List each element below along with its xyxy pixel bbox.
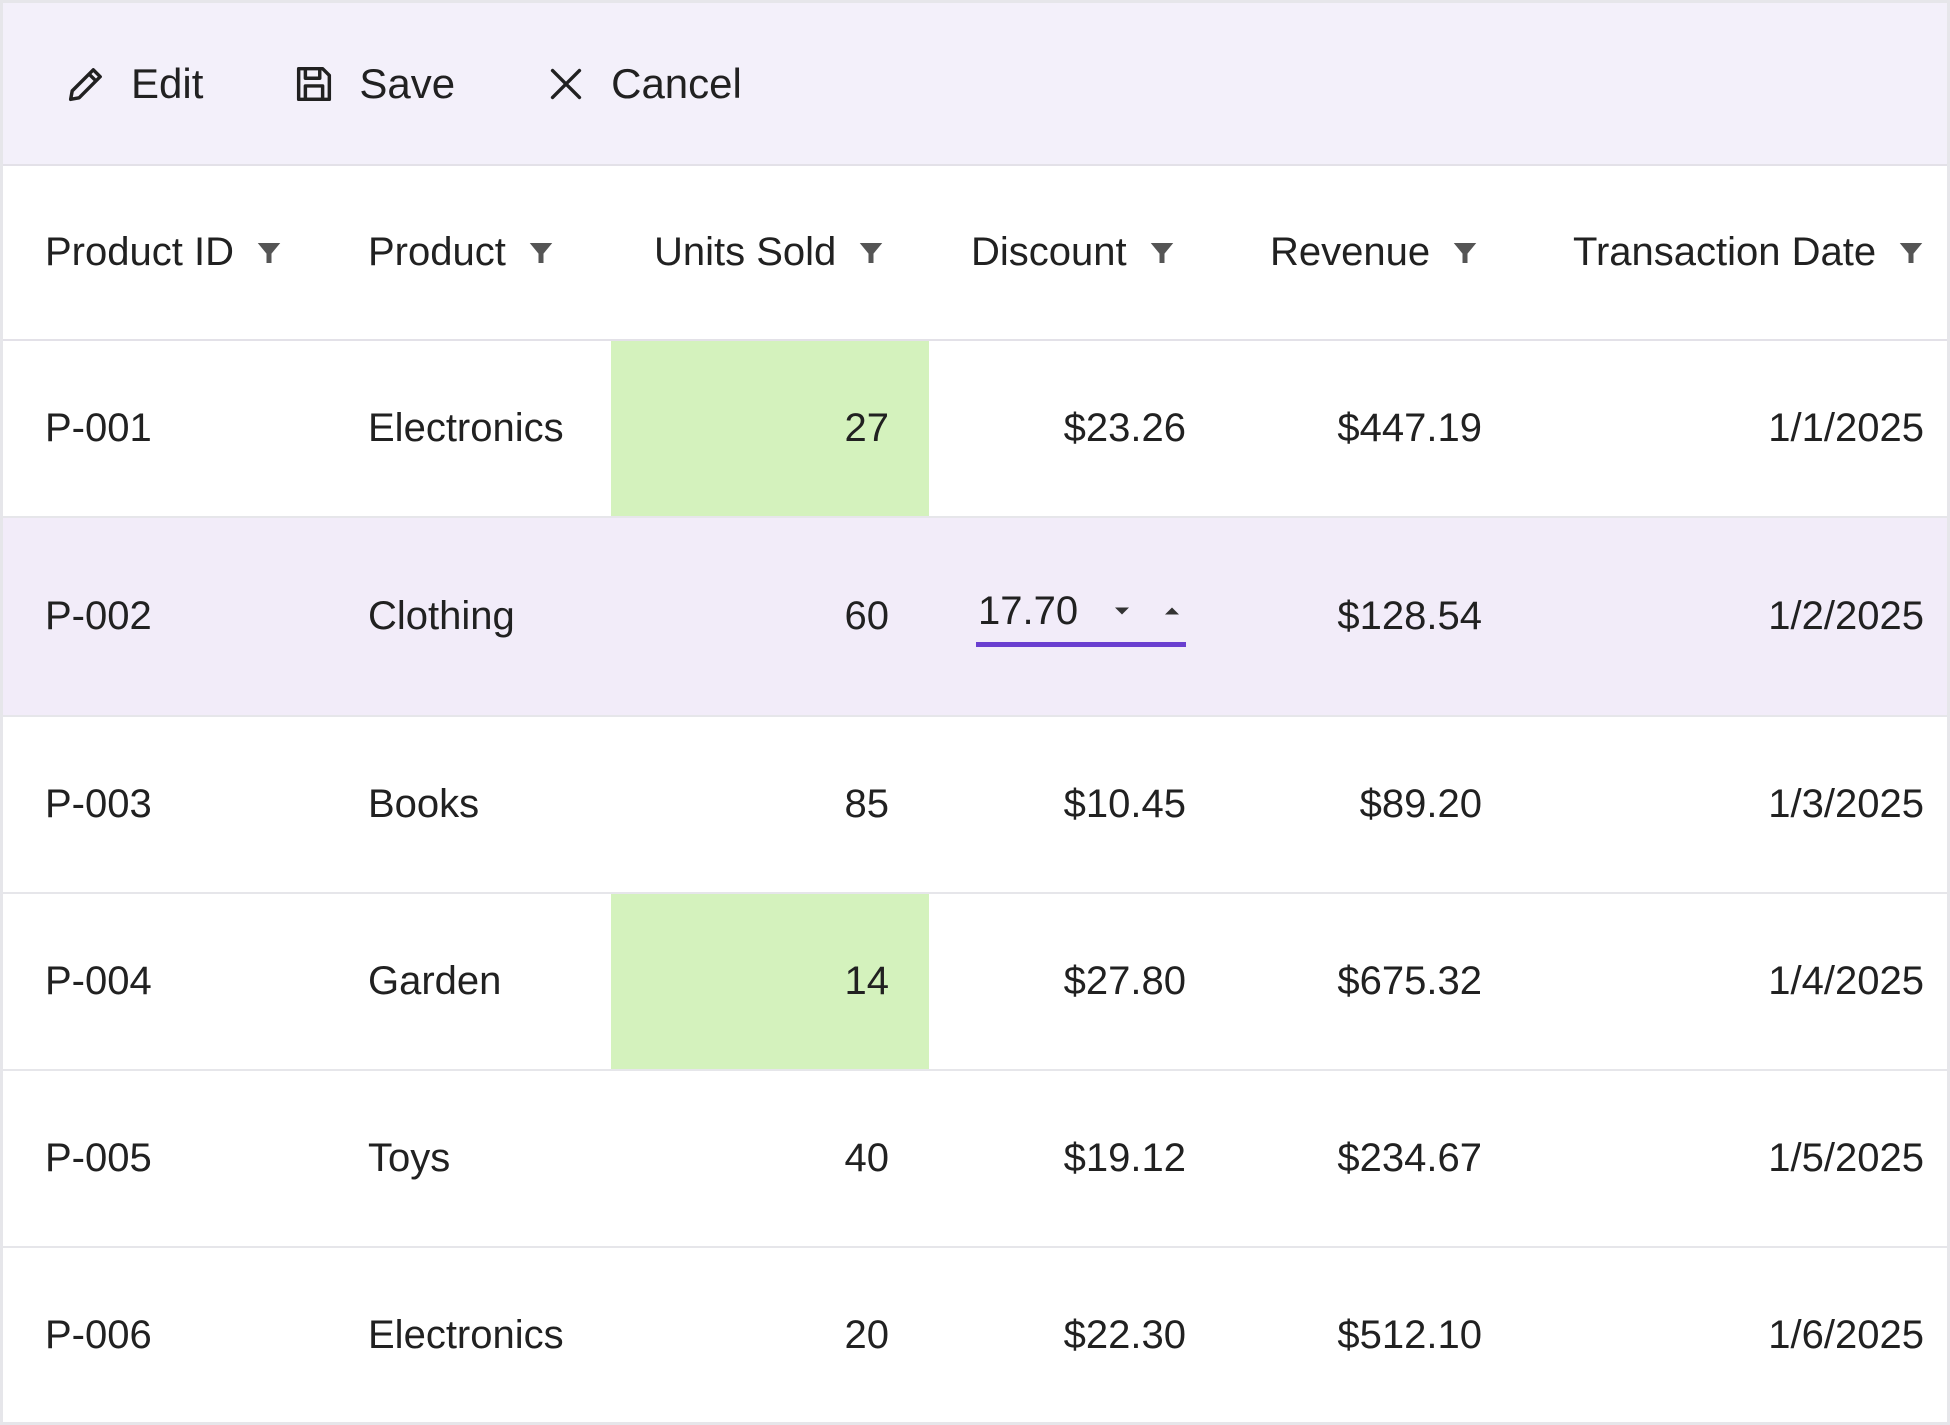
table-row[interactable]: P-004 Garden 14 $27.80 $675.32 1/4/2025 [3, 894, 1947, 1071]
table-row[interactable]: P-003 Books 85 $10.45 $89.20 1/3/2025 [3, 717, 1947, 894]
cell-units-sold[interactable]: 60 [844, 594, 890, 638]
cell-product-id[interactable]: P-002 [45, 594, 152, 638]
cell-revenue[interactable]: $234.67 [1337, 1136, 1482, 1180]
filter-icon[interactable] [856, 238, 886, 268]
filter-icon[interactable] [1896, 238, 1926, 268]
column-header-product[interactable]: Product [326, 166, 611, 339]
table-row[interactable]: P-005 Toys 40 $19.12 $234.67 1/5/2025 [3, 1071, 1947, 1248]
cancel-button-label: Cancel [611, 59, 742, 107]
cell-units-sold[interactable]: 20 [844, 1313, 890, 1357]
cell-revenue[interactable]: $512.10 [1337, 1313, 1482, 1357]
save-button-label: Save [359, 59, 456, 107]
column-header-product-id[interactable]: Product ID [3, 166, 326, 339]
spin-down-icon[interactable] [1108, 597, 1136, 625]
filter-icon[interactable] [1450, 238, 1480, 268]
column-header-row: Product ID Product Units Sold Discount R… [3, 166, 1947, 341]
cell-product[interactable]: Garden [368, 959, 502, 1003]
table-row[interactable]: P-006 Electronics 20 $22.30 $512.10 1/6/… [3, 1248, 1947, 1422]
cell-transaction-date[interactable]: 1/2/2025 [1768, 594, 1924, 638]
table-row-editing[interactable]: P-002 Clothing 60 17.70 $128.54 1/2/2025 [3, 518, 1947, 717]
cell-transaction-date[interactable]: 1/6/2025 [1768, 1313, 1924, 1357]
cell-discount[interactable]: $23.26 [1063, 406, 1186, 450]
cell-transaction-date[interactable]: 1/1/2025 [1768, 406, 1924, 450]
cell-product-id[interactable]: P-005 [45, 1136, 152, 1180]
column-header-units-sold[interactable]: Units Sold [611, 166, 929, 339]
edit-button-label: Edit [131, 59, 204, 107]
column-header-label: Discount [971, 230, 1127, 274]
column-header-label: Transaction Date [1573, 230, 1877, 274]
cell-product-id[interactable]: P-001 [45, 406, 152, 450]
cell-discount[interactable]: $22.30 [1063, 1313, 1186, 1357]
column-header-label: Revenue [1270, 230, 1431, 274]
cell-product[interactable]: Electronics [368, 1313, 564, 1357]
column-header-revenue[interactable]: Revenue [1224, 166, 1521, 339]
cell-revenue[interactable]: $89.20 [1359, 782, 1482, 826]
spin-up-icon[interactable] [1158, 597, 1186, 625]
column-header-label: Product ID [45, 230, 234, 274]
cell-units-sold[interactable]: 14 [611, 894, 929, 1069]
cell-discount[interactable]: $19.12 [1063, 1136, 1186, 1180]
column-header-discount[interactable]: Discount [929, 166, 1224, 339]
filter-icon[interactable] [526, 238, 556, 268]
cell-units-sold[interactable]: 85 [844, 782, 890, 826]
column-header-label: Product [368, 230, 506, 274]
close-icon [543, 61, 589, 107]
cell-discount[interactable]: $10.45 [1063, 782, 1186, 826]
discount-numeric-input[interactable]: 17.70 [976, 581, 1186, 647]
cell-transaction-date[interactable]: 1/3/2025 [1768, 782, 1924, 826]
pencil-icon [63, 61, 109, 107]
cancel-button[interactable]: Cancel [543, 60, 742, 108]
cell-units-sold[interactable]: 27 [611, 341, 929, 516]
edit-button[interactable]: Edit [63, 60, 203, 108]
cell-discount[interactable]: $27.80 [1063, 959, 1186, 1003]
cell-product[interactable]: Books [368, 782, 480, 826]
column-header-label: Units Sold [654, 230, 837, 274]
cell-revenue[interactable]: $128.54 [1337, 594, 1482, 638]
floppy-disk-icon [291, 61, 337, 107]
cell-product-id[interactable]: P-006 [45, 1313, 152, 1357]
discount-input-value[interactable]: 17.70 [978, 588, 1079, 633]
cell-transaction-date[interactable]: 1/5/2025 [1768, 1136, 1924, 1180]
toolbar: Edit Save Cancel [3, 3, 1947, 166]
cell-product[interactable]: Electronics [368, 406, 564, 450]
cell-product-id[interactable]: P-003 [45, 782, 152, 826]
filter-icon[interactable] [1147, 238, 1177, 268]
table-row[interactable]: P-001 Electronics 27 $23.26 $447.19 1/1/… [3, 341, 1947, 518]
cell-product[interactable]: Toys [368, 1136, 451, 1180]
cell-revenue[interactable]: $675.32 [1337, 959, 1482, 1003]
column-header-transaction-date[interactable]: Transaction Date [1521, 166, 1947, 339]
filter-icon[interactable] [254, 238, 284, 268]
cell-discount-editor: 17.70 [929, 518, 1224, 715]
cell-product-id[interactable]: P-004 [45, 959, 152, 1003]
cell-transaction-date[interactable]: 1/4/2025 [1768, 959, 1924, 1003]
save-button[interactable]: Save [291, 60, 455, 108]
cell-revenue[interactable]: $447.19 [1337, 406, 1482, 450]
cell-product[interactable]: Clothing [368, 594, 515, 638]
cell-units-sold[interactable]: 40 [844, 1136, 890, 1180]
